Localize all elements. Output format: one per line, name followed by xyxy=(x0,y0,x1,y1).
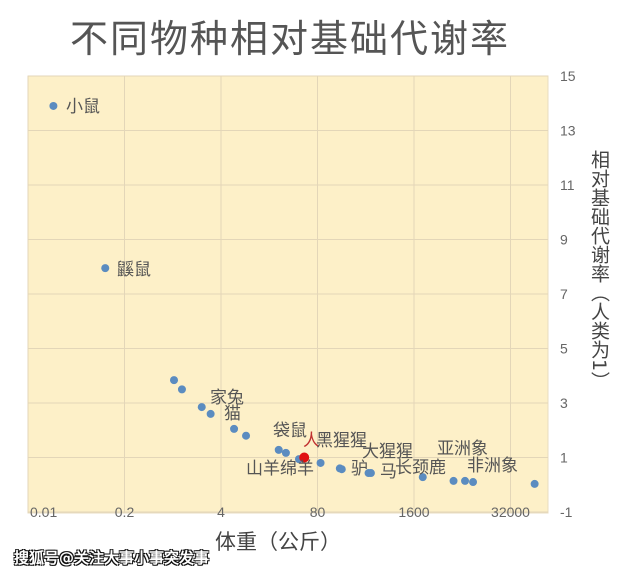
x-tick-label: 32000 xyxy=(491,504,530,520)
point-label: 马 xyxy=(380,462,397,482)
data-point xyxy=(316,458,325,467)
data-point xyxy=(49,101,58,110)
point-label: 驴 xyxy=(351,459,368,479)
x-tick-label: 0.2 xyxy=(115,504,135,520)
y-tick-label: 1 xyxy=(560,450,568,466)
point-label: 家兔 xyxy=(210,388,244,408)
data-point xyxy=(206,409,215,418)
chart-title: 不同物种相对基础代谢率 xyxy=(69,17,510,61)
data-point xyxy=(337,465,346,474)
y-tick-label: 3 xyxy=(560,395,568,411)
y-tick-label: 7 xyxy=(560,286,568,302)
x-axis-title: 体重（公斤） xyxy=(215,530,341,554)
data-point xyxy=(242,431,251,440)
data-point xyxy=(170,376,179,385)
y-tick-label: 11 xyxy=(560,177,575,193)
data-point xyxy=(197,403,206,412)
point-label: 非洲象 xyxy=(467,456,518,476)
y-tick-label: 5 xyxy=(560,341,568,357)
data-point xyxy=(230,424,239,433)
data-point xyxy=(101,264,110,273)
point-label: 黑猩猩 xyxy=(316,431,367,451)
x-tick-label: 0.01 xyxy=(30,504,57,520)
point-label: 山羊绵羊 xyxy=(246,459,314,479)
data-point xyxy=(461,476,470,485)
point-label: 猫 xyxy=(224,404,241,424)
data-point xyxy=(530,479,539,488)
point-label: 人 xyxy=(303,431,320,451)
data-point xyxy=(469,478,478,487)
y-tick-label: 9 xyxy=(560,232,568,248)
data-point xyxy=(418,473,427,482)
x-tick-label: 80 xyxy=(310,504,326,520)
data-point xyxy=(177,385,186,394)
y-tick-label: 13 xyxy=(560,123,576,139)
x-tick-label: 1600 xyxy=(398,504,429,520)
y-tick-label: -1 xyxy=(560,504,573,520)
y-axis-title: 相对基础代谢率（人类为1） xyxy=(588,150,610,391)
data-point xyxy=(281,448,290,457)
point-label: 小鼠 xyxy=(66,97,100,117)
point-label: 长颈鹿 xyxy=(395,458,446,478)
data-point xyxy=(274,445,283,454)
point-label: 鼷鼠 xyxy=(117,260,151,280)
point-label: 袋鼠 xyxy=(273,421,307,441)
data-point xyxy=(449,476,458,485)
x-tick-label: 4 xyxy=(217,504,225,520)
watermark: 搜狐号@关注大事小事突发事 xyxy=(14,549,210,567)
data-point-human xyxy=(299,452,310,463)
point-label: 大猩猩 xyxy=(362,442,413,462)
point-label: 亚洲象 xyxy=(437,439,488,459)
data-point xyxy=(366,469,375,478)
y-tick-label: 15 xyxy=(560,68,576,84)
